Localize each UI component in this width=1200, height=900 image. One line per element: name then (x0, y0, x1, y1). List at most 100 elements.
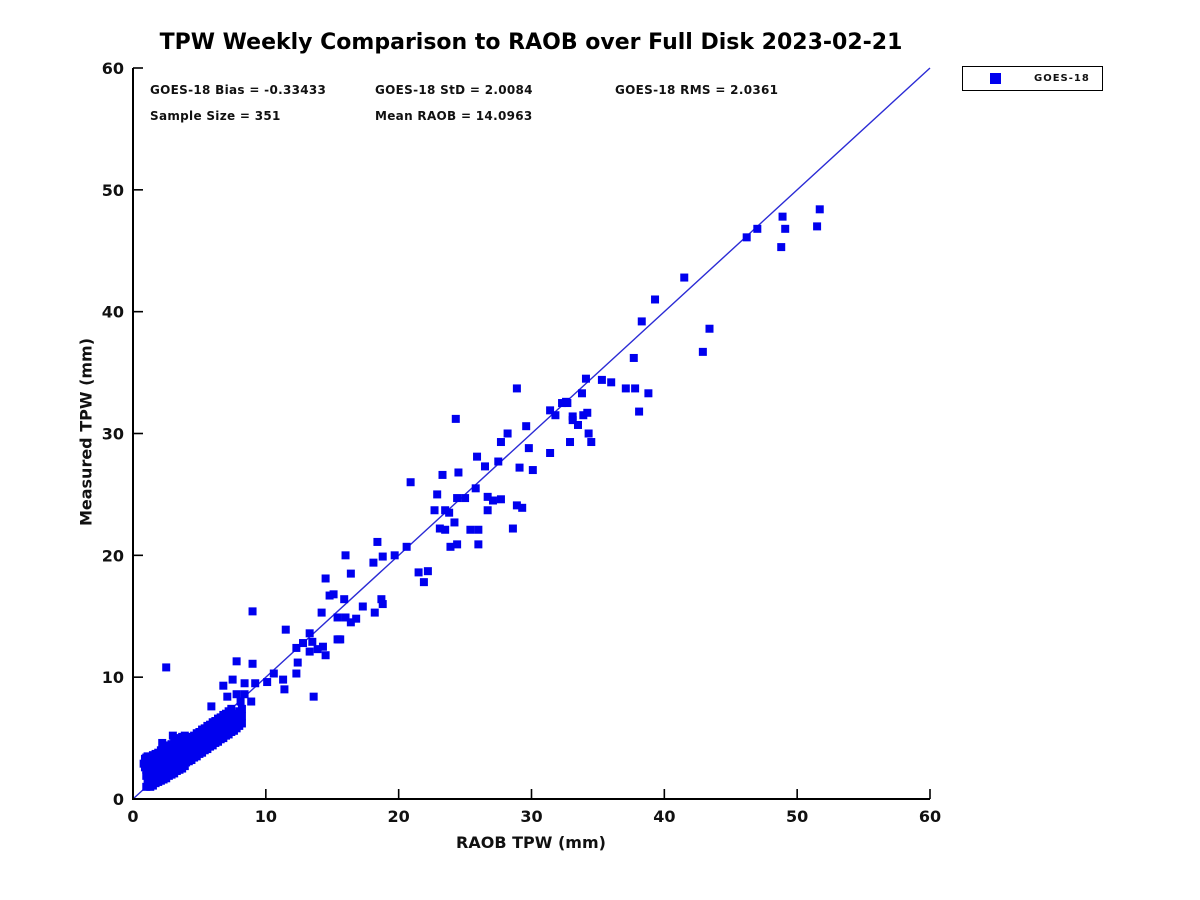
scatter-point (232, 690, 241, 699)
scatter-point (317, 608, 326, 617)
scatter-point (518, 503, 527, 512)
scatter-point (577, 389, 586, 398)
scatter-point (370, 608, 379, 617)
scatter-point (446, 542, 455, 551)
scatter-point (423, 567, 432, 576)
scatter-point (207, 702, 216, 711)
scatter-point (168, 731, 177, 740)
scatter-point (346, 618, 355, 627)
scatter-point (644, 389, 653, 398)
scatter-point (453, 494, 462, 503)
y-tick-label: 10 (102, 668, 124, 687)
scatter-point (474, 540, 483, 549)
scatter-point (438, 470, 447, 479)
scatter-point (237, 704, 246, 713)
scatter-point (318, 642, 327, 651)
scatter-point (453, 540, 462, 549)
scatter-point (637, 317, 646, 326)
scatter-point (430, 506, 439, 515)
scatter-point (333, 613, 342, 622)
scatter-point (269, 669, 278, 678)
scatter-point (583, 408, 592, 417)
scatter-point (321, 574, 330, 583)
scatter-point (698, 347, 707, 356)
scatter-point (528, 466, 537, 475)
scatter-point (451, 414, 460, 423)
scatter-point (508, 524, 517, 533)
scatter-point (341, 613, 350, 622)
scatter-point (280, 685, 289, 694)
y-tick-label: 20 (102, 546, 124, 565)
stat-sample-size: Sample Size = 351 (150, 109, 281, 123)
scatter-point (237, 719, 246, 728)
scatter-point (293, 658, 302, 667)
scatter-point (240, 679, 249, 688)
scatter-point (512, 501, 521, 510)
scatter-point (568, 416, 577, 425)
scatter-point (281, 625, 290, 634)
scatter-point (753, 224, 762, 233)
scatter-point (305, 629, 314, 638)
scatter-point (299, 639, 308, 648)
stat-mean-raob: Mean RAOB = 14.0963 (375, 109, 533, 123)
scatter-point (651, 295, 660, 304)
scatter-point (635, 407, 644, 416)
scatter-point (237, 712, 246, 721)
scatter-point (473, 452, 482, 461)
scatter-point (240, 690, 249, 699)
scatter-point (378, 600, 387, 609)
scatter-point (308, 637, 317, 646)
scatter-point (313, 645, 322, 654)
scatter-point (142, 753, 151, 762)
scatter-point (474, 525, 483, 534)
scatter-point (279, 675, 288, 684)
scatter-point (377, 595, 386, 604)
scatter-point (248, 607, 257, 616)
scatter-point (373, 537, 382, 546)
scatter-point (496, 438, 505, 447)
scatter-point (471, 484, 480, 493)
x-tick-label: 30 (520, 807, 542, 826)
scatter-point (227, 704, 236, 713)
x-tick-label: 10 (255, 807, 277, 826)
scatter-point (162, 663, 171, 672)
scatter-point (512, 384, 521, 393)
scatter-point (248, 659, 257, 668)
scatter-point (139, 759, 148, 768)
stat-rms: GOES-18 RMS = 2.0361 (615, 83, 779, 97)
scatter-point (292, 669, 301, 678)
scatter-point (778, 212, 787, 221)
legend-square-marker-icon (990, 73, 1001, 84)
scatter-point (333, 635, 342, 644)
scatter-point (247, 697, 256, 706)
scatter-point (488, 496, 497, 505)
scatter-point (705, 324, 714, 333)
scatter-point (742, 233, 751, 242)
scatter-point (251, 679, 260, 688)
scatter-point (781, 224, 790, 233)
scatter-point (461, 494, 470, 503)
scatter-point (813, 222, 822, 231)
scatter-point (158, 738, 167, 747)
scatter-point (263, 678, 272, 687)
scatter-point (494, 457, 503, 466)
scatter-point (441, 525, 450, 534)
identity-line (132, 67, 931, 800)
scatter-point (503, 429, 512, 438)
scatter-point (369, 558, 378, 567)
scatter-point (435, 524, 444, 533)
scatter-point (607, 378, 616, 387)
scatter-point (305, 647, 314, 656)
scatter-point (621, 384, 630, 393)
stat-std: GOES-18 StD = 2.0084 (375, 83, 533, 97)
scatter-point (340, 595, 349, 604)
scatter-point (341, 551, 350, 560)
scatter-point (450, 518, 459, 527)
scatter-point (232, 657, 241, 666)
scatter-point (483, 506, 492, 515)
scatter-point (566, 438, 575, 447)
scatter-point (587, 438, 596, 447)
stat-bias: GOES-18 Bias = -0.33433 (150, 83, 327, 97)
